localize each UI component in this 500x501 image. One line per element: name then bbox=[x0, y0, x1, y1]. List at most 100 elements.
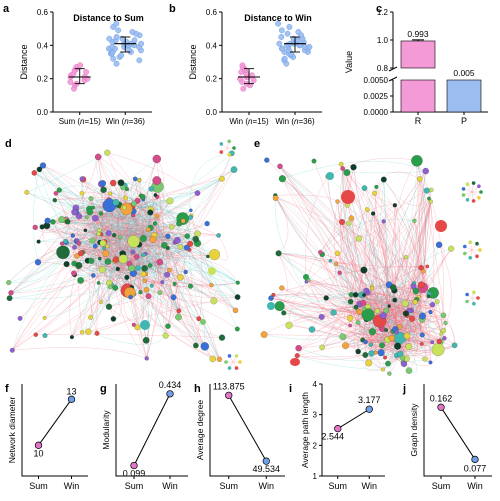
data-label: 0.077 bbox=[464, 463, 487, 473]
node bbox=[338, 271, 342, 275]
node bbox=[412, 219, 416, 223]
data-point bbox=[114, 34, 119, 39]
node bbox=[78, 251, 84, 257]
node bbox=[99, 211, 103, 215]
node bbox=[276, 250, 282, 256]
data-point bbox=[114, 21, 119, 26]
node bbox=[25, 190, 30, 195]
node bbox=[140, 320, 150, 330]
node bbox=[402, 300, 409, 307]
node bbox=[472, 302, 476, 306]
node bbox=[347, 315, 353, 321]
node bbox=[419, 313, 426, 320]
node bbox=[175, 314, 181, 320]
node bbox=[431, 341, 435, 345]
y-tick-label: 0.8 bbox=[377, 64, 389, 73]
node bbox=[193, 236, 199, 242]
node bbox=[437, 339, 442, 344]
node bbox=[197, 316, 202, 321]
node bbox=[91, 206, 95, 210]
node bbox=[153, 176, 162, 185]
node bbox=[341, 190, 355, 204]
node bbox=[348, 299, 353, 304]
y-axis-label: Network diameter bbox=[7, 397, 17, 464]
node bbox=[80, 191, 84, 195]
node bbox=[173, 282, 177, 286]
data-label: 113.875 bbox=[213, 381, 245, 391]
node bbox=[56, 246, 69, 259]
edge bbox=[12, 347, 146, 358]
node bbox=[404, 333, 410, 339]
node bbox=[421, 269, 425, 273]
node bbox=[413, 300, 418, 305]
node bbox=[161, 242, 167, 248]
data-point bbox=[116, 28, 121, 33]
node bbox=[326, 172, 334, 180]
edge bbox=[12, 261, 96, 350]
node bbox=[390, 284, 396, 290]
data-point bbox=[280, 46, 285, 51]
data-point bbox=[138, 41, 143, 46]
axis-break-mark bbox=[389, 67, 397, 81]
node bbox=[97, 232, 101, 236]
node bbox=[385, 361, 390, 366]
node bbox=[113, 257, 119, 263]
node bbox=[101, 187, 107, 193]
node bbox=[286, 322, 293, 329]
data-point bbox=[114, 61, 119, 66]
node bbox=[171, 295, 177, 301]
node bbox=[232, 146, 236, 150]
node bbox=[435, 220, 447, 232]
y-tick-label: 0.2 bbox=[37, 75, 49, 84]
node bbox=[429, 310, 433, 314]
x-tick-label-part: =15) bbox=[252, 117, 269, 126]
data-point bbox=[119, 53, 124, 58]
node bbox=[208, 267, 216, 275]
y-tick-label: 0.6 bbox=[37, 8, 49, 17]
bar bbox=[401, 80, 435, 112]
node bbox=[217, 357, 222, 362]
x-tick-label-part: =36) bbox=[298, 117, 315, 126]
edge bbox=[36, 334, 222, 337]
node bbox=[279, 286, 284, 291]
data-label: 2.544 bbox=[321, 432, 344, 442]
node bbox=[318, 250, 322, 254]
node bbox=[80, 177, 84, 181]
series-line bbox=[134, 394, 170, 466]
node bbox=[353, 292, 358, 297]
node bbox=[185, 234, 190, 239]
node bbox=[228, 366, 232, 370]
node bbox=[235, 327, 240, 332]
node bbox=[200, 319, 206, 325]
node bbox=[128, 265, 135, 272]
node bbox=[112, 233, 116, 237]
node bbox=[43, 316, 47, 320]
node bbox=[153, 155, 161, 163]
node bbox=[220, 150, 224, 154]
series-line bbox=[441, 407, 475, 459]
node bbox=[395, 330, 399, 334]
node bbox=[404, 255, 408, 259]
data-point bbox=[287, 24, 292, 29]
node bbox=[89, 196, 94, 201]
node bbox=[90, 238, 96, 244]
node bbox=[444, 321, 448, 325]
node bbox=[413, 288, 419, 294]
node bbox=[363, 340, 367, 344]
node bbox=[356, 349, 361, 354]
x-tick-label-part: Win ( bbox=[229, 117, 248, 126]
node bbox=[150, 284, 154, 288]
edge bbox=[33, 169, 39, 262]
node bbox=[110, 180, 116, 186]
node bbox=[50, 219, 55, 224]
data-point bbox=[438, 404, 445, 411]
node bbox=[188, 284, 193, 289]
node bbox=[290, 358, 300, 366]
node bbox=[71, 209, 77, 215]
node bbox=[462, 187, 466, 191]
node bbox=[98, 257, 101, 260]
node bbox=[479, 190, 483, 194]
